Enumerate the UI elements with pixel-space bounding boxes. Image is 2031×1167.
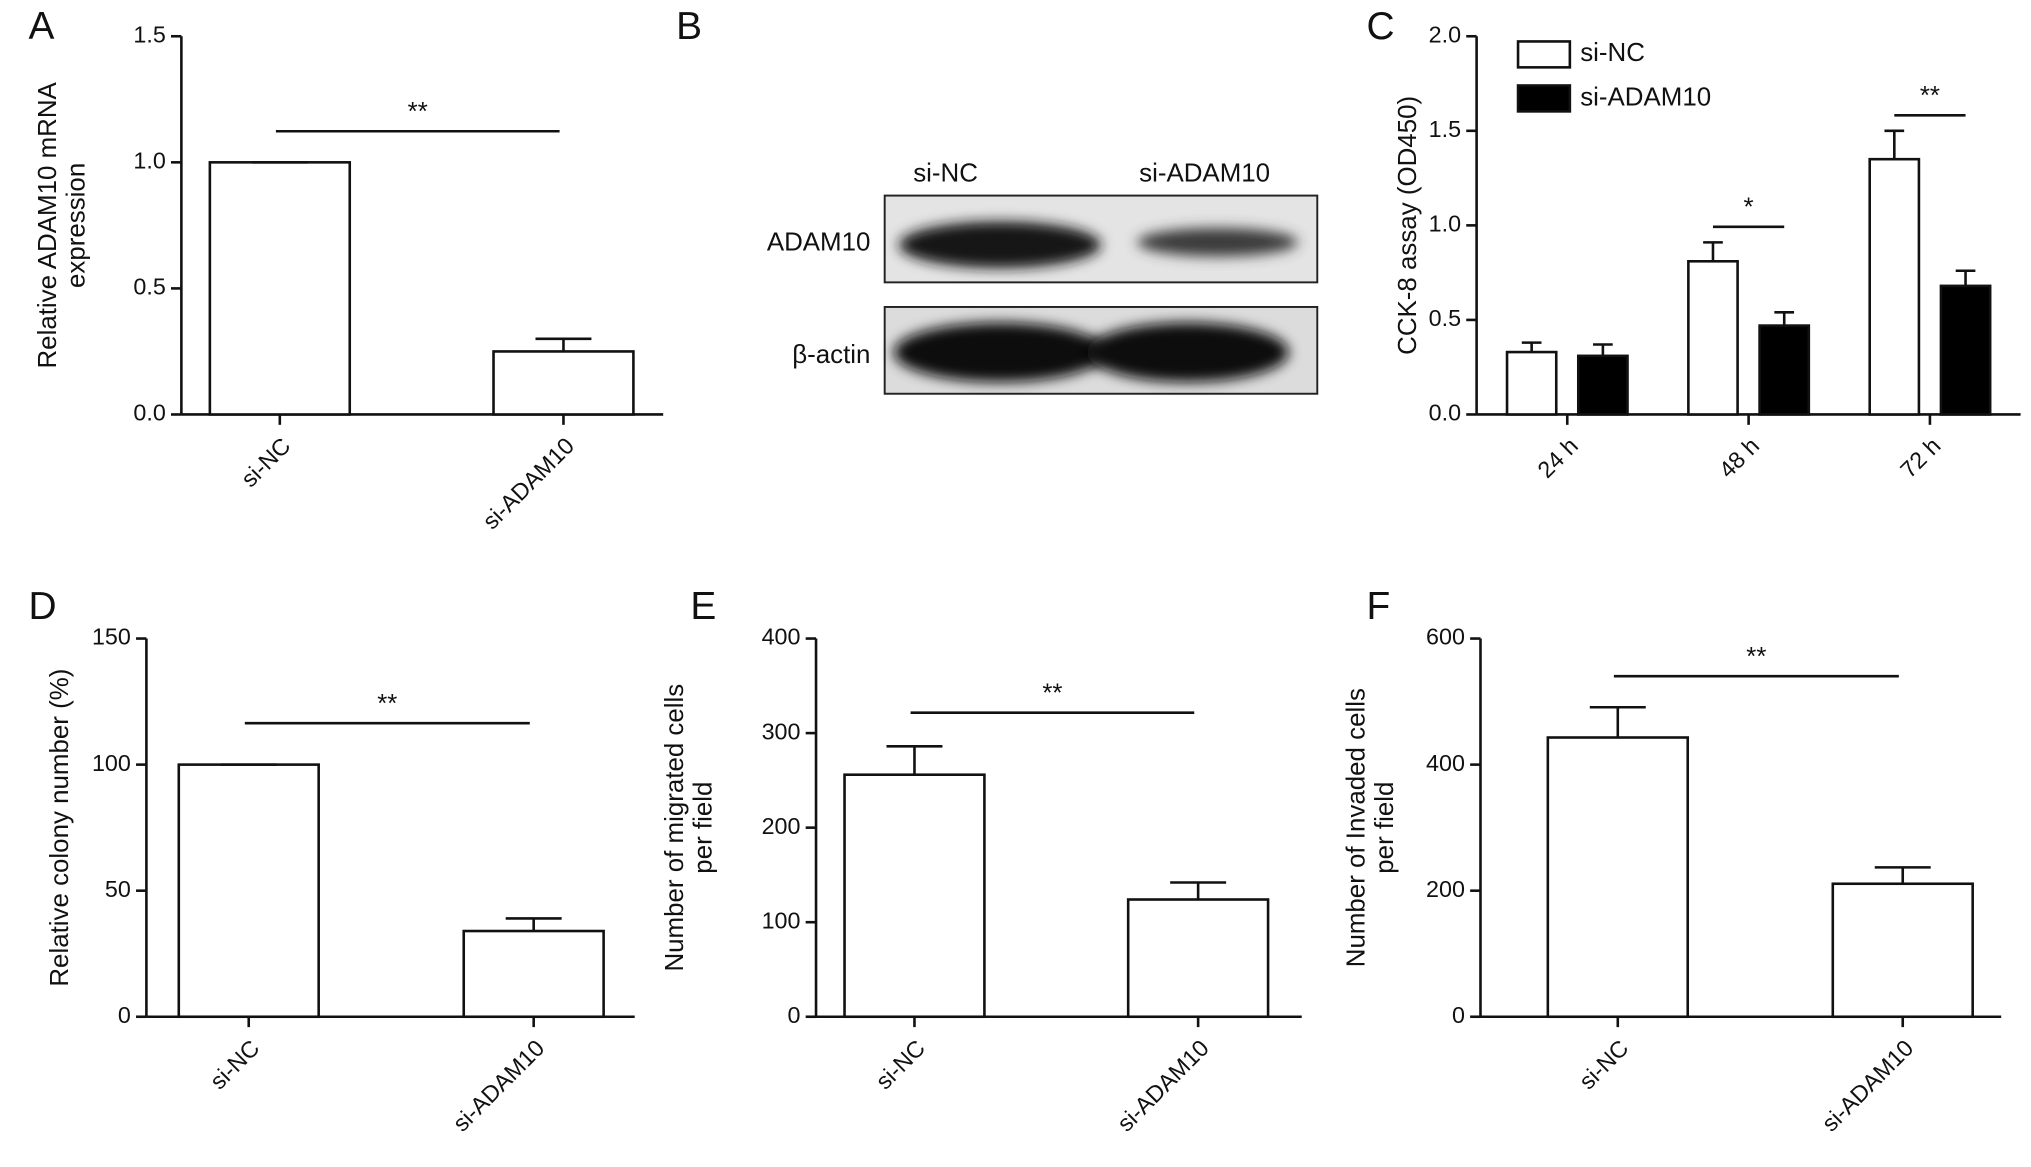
legend-label: si-ADAM10 — [1580, 83, 1711, 111]
x-tick-label: 72 h — [1895, 432, 1945, 482]
error-bar — [1593, 343, 1613, 356]
bar — [1126, 898, 1270, 1019]
error-bar — [1774, 311, 1795, 326]
y-tick-label: 0.5 — [133, 274, 165, 300]
y-tick-label: 400 — [1426, 750, 1465, 776]
y-tick-label: 0.5 — [1429, 305, 1461, 331]
y-tick-label: 1.5 — [1429, 116, 1461, 142]
error-bar — [1521, 341, 1542, 353]
y-tick-label: 100 — [92, 750, 131, 776]
panel-letter: F — [1367, 585, 1391, 628]
row-label: β-actin — [792, 341, 870, 369]
significance-label: * — [1744, 194, 1754, 222]
error-bar — [1874, 866, 1931, 884]
error-bar — [886, 745, 943, 775]
y-axis-label: per field — [689, 782, 717, 874]
y-tick-label: 0.0 — [1429, 400, 1461, 426]
bar — [177, 763, 320, 1019]
bar — [1868, 157, 1921, 416]
y-tick-label: 600 — [1426, 624, 1465, 650]
y-tick-label: 0 — [1452, 1002, 1465, 1028]
y-tick-label: 1.0 — [133, 147, 165, 173]
bar — [462, 929, 605, 1019]
y-tick-label: 2.0 — [1429, 21, 1461, 47]
significance-label: ** — [1746, 643, 1766, 671]
significance-label: ** — [377, 690, 397, 718]
bar — [1576, 354, 1629, 416]
bar — [1939, 284, 1992, 416]
legend-swatch — [1516, 84, 1572, 113]
x-tick-label: 48 h — [1714, 432, 1764, 482]
lane-label: si-ADAM10 — [1139, 160, 1270, 188]
x-tick-label: si-ADAM10 — [1817, 1035, 1919, 1137]
x-tick-label: si-ADAM10 — [1112, 1035, 1214, 1137]
y-tick-label: 150 — [92, 624, 131, 650]
significance-label: ** — [1042, 679, 1062, 707]
x-tick-label: si-ADAM10 — [477, 432, 579, 534]
bar — [1546, 736, 1690, 1019]
y-axis-label: CCK-8 assay (OD450) — [1394, 96, 1422, 355]
bar — [492, 350, 635, 416]
y-tick-label: 50 — [105, 876, 131, 902]
lane-label: si-NC — [913, 160, 978, 188]
bar — [843, 773, 986, 1019]
panel-letter: B — [676, 5, 702, 48]
panel-letter: D — [29, 585, 57, 628]
y-tick-label: 200 — [1426, 876, 1465, 902]
row-label: ADAM10 — [767, 228, 871, 256]
y-axis-label: Number of migrated cells — [661, 684, 689, 972]
error-bar — [1589, 705, 1646, 738]
error-bar — [1703, 241, 1723, 262]
panel-letter: A — [29, 5, 55, 48]
y-tick-label: 400 — [762, 624, 801, 650]
bar — [1505, 350, 1558, 416]
y-tick-label: 1.5 — [133, 21, 165, 47]
y-tick-label: 100 — [762, 907, 801, 933]
y-axis-label: Relative colony number (%) — [46, 669, 74, 987]
y-tick-label: 300 — [762, 718, 801, 744]
bar — [1758, 324, 1811, 416]
x-tick-label: si-NC — [1574, 1035, 1634, 1095]
y-tick-label: 0.0 — [133, 400, 165, 426]
x-tick-label: 24 h — [1532, 432, 1582, 482]
legend-swatch — [1516, 40, 1572, 69]
significance-label: ** — [1920, 82, 1940, 110]
y-tick-label: 200 — [762, 813, 801, 839]
error-bar — [535, 337, 592, 352]
x-tick-label: si-NC — [871, 1035, 931, 1095]
y-tick-label: 1.0 — [1429, 211, 1461, 237]
error-bar — [1884, 129, 1905, 160]
error-bar — [505, 917, 562, 932]
x-tick-label: si-NC — [205, 1035, 265, 1095]
error-bar — [1955, 269, 1976, 286]
y-axis-label: per field — [1371, 782, 1399, 874]
panel-letter: C — [1367, 5, 1395, 48]
bar — [1687, 260, 1739, 416]
legend-label: si-NC — [1580, 39, 1645, 67]
y-axis-label: Relative ADAM10 mRNA — [34, 81, 62, 368]
error-bar — [1170, 881, 1227, 900]
y-axis-label: Number of Invaded cells — [1342, 688, 1370, 967]
blot-image — [883, 194, 1319, 395]
bar — [208, 161, 352, 416]
y-tick-label: 0 — [788, 1002, 801, 1028]
x-tick-label: si-NC — [236, 432, 296, 492]
panel-letter: E — [690, 585, 716, 628]
bar — [1831, 882, 1974, 1019]
x-tick-label: si-ADAM10 — [448, 1035, 550, 1137]
y-axis-label: expression — [63, 163, 91, 288]
significance-label: ** — [408, 98, 428, 126]
y-tick-label: 0 — [118, 1002, 131, 1028]
